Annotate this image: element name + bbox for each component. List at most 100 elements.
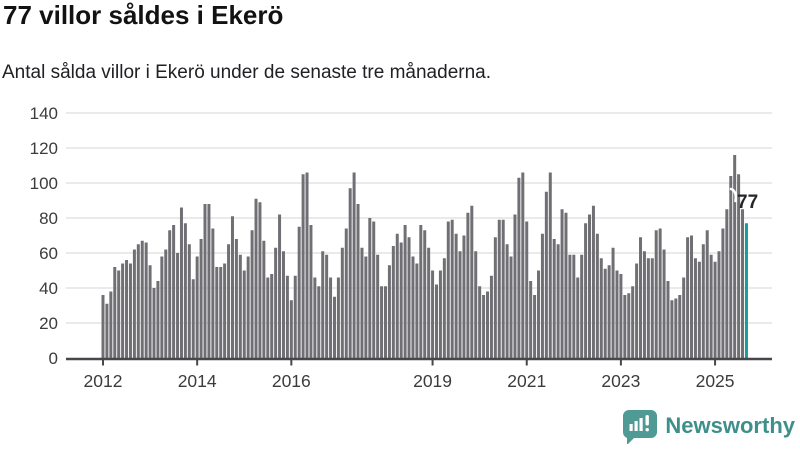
- y-tick-label: 120: [30, 139, 58, 158]
- bar: [325, 254, 329, 358]
- bar: [230, 216, 234, 358]
- bar: [615, 270, 619, 358]
- bar: [238, 254, 242, 358]
- bar: [423, 230, 427, 358]
- bar: [533, 295, 537, 358]
- bar: [521, 172, 525, 358]
- bar: [725, 209, 729, 358]
- bar: [568, 254, 572, 358]
- x-tick-label: 2023: [601, 371, 640, 391]
- bar: [313, 277, 317, 358]
- bar: [215, 267, 219, 358]
- bar: [595, 233, 599, 358]
- bar: [380, 286, 384, 358]
- bar: [509, 256, 513, 358]
- bar: [466, 212, 470, 358]
- bar: [658, 228, 662, 358]
- bar: [376, 254, 380, 358]
- newsworthy-logo-icon: [623, 410, 658, 444]
- y-tick-label: 100: [30, 174, 58, 193]
- bar: [729, 176, 733, 358]
- bar: [438, 270, 442, 358]
- bar: [552, 239, 556, 358]
- bar: [619, 274, 623, 358]
- y-tick-label: 40: [39, 279, 58, 298]
- bar: [525, 221, 529, 358]
- bar: [690, 235, 694, 358]
- bar: [501, 219, 505, 358]
- bar: [505, 244, 509, 358]
- bar: [705, 230, 709, 358]
- bar: [686, 237, 690, 358]
- bar: [419, 225, 423, 358]
- bar: [105, 303, 109, 358]
- bar: [360, 247, 364, 358]
- bar: [489, 275, 493, 358]
- bar: [642, 251, 646, 358]
- y-tick-label: 20: [39, 314, 58, 333]
- x-tick-label: 2019: [413, 371, 452, 391]
- bar: [517, 177, 521, 358]
- x-tick-label: 2021: [507, 371, 546, 391]
- bar: [250, 230, 254, 358]
- bar: [721, 228, 725, 358]
- bar: [697, 261, 701, 358]
- bar: [219, 267, 223, 358]
- bar: [564, 212, 568, 358]
- bar: [395, 233, 399, 358]
- bar: [411, 256, 415, 358]
- bar: [199, 239, 203, 358]
- bar: [176, 253, 180, 358]
- bar: [631, 286, 635, 358]
- bar: [344, 228, 348, 358]
- bar: [278, 214, 282, 358]
- bar: [478, 286, 482, 358]
- bar: [336, 277, 340, 358]
- bar: [435, 284, 438, 358]
- bar: [572, 254, 576, 358]
- bar: [650, 258, 654, 358]
- bar: [372, 221, 376, 358]
- bar: [140, 240, 144, 358]
- bar: [321, 251, 325, 358]
- bar: [493, 237, 497, 358]
- bar: [701, 244, 705, 358]
- bar: [737, 174, 741, 358]
- bar: [391, 246, 395, 358]
- bar: [301, 174, 305, 358]
- bar: [136, 244, 140, 358]
- bar: [258, 202, 262, 358]
- bar: [203, 204, 207, 358]
- bar: [415, 263, 419, 358]
- bar: [352, 172, 356, 358]
- bar: [101, 295, 105, 358]
- bar: [537, 270, 541, 358]
- bar: [113, 267, 117, 358]
- bar: [670, 300, 674, 358]
- bar: [450, 219, 454, 358]
- bar: [293, 275, 297, 358]
- bar: [262, 240, 266, 358]
- bar: [623, 295, 627, 358]
- bar: [678, 295, 682, 358]
- bar: [195, 256, 199, 358]
- chart-subtitle: Antal sålda villor i Ekerö under de sena…: [2, 62, 491, 83]
- bar: [148, 265, 152, 358]
- bar: [152, 288, 156, 358]
- bar: [125, 260, 129, 358]
- bar: [482, 295, 486, 358]
- bar: [160, 256, 164, 358]
- bar: [164, 249, 168, 358]
- bar: [427, 247, 431, 358]
- bar: [580, 254, 584, 358]
- bar: [242, 270, 246, 358]
- bar: [383, 286, 387, 358]
- bar: [627, 293, 631, 358]
- bar: [144, 242, 148, 358]
- bar: [611, 247, 615, 358]
- bar: [191, 279, 195, 358]
- bar: [348, 188, 352, 358]
- x-tick-label: 2014: [178, 371, 217, 391]
- bar: [117, 270, 121, 358]
